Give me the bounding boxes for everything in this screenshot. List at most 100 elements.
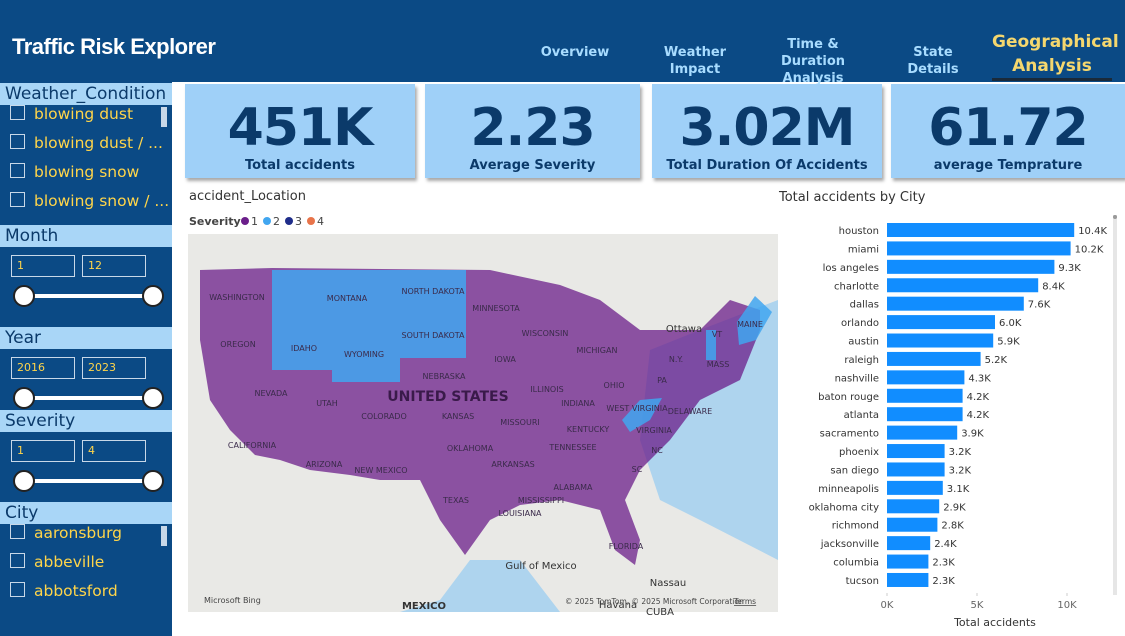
bar bbox=[887, 259, 1055, 274]
item-label: blowing dust bbox=[34, 105, 134, 123]
slider-knob[interactable] bbox=[142, 387, 164, 409]
bar bbox=[887, 315, 995, 330]
value-label: 8.4K bbox=[1042, 281, 1065, 292]
legend-dot bbox=[307, 217, 315, 225]
kpi-label: Total Duration Of Accidents bbox=[666, 158, 868, 173]
bar bbox=[887, 444, 945, 459]
value-label: 3.2K bbox=[949, 465, 972, 476]
range-input[interactable]: 1 bbox=[11, 440, 75, 462]
checkbox[interactable] bbox=[10, 582, 25, 597]
bar bbox=[887, 517, 938, 532]
map-label: N.Y. bbox=[669, 355, 683, 364]
checkbox[interactable] bbox=[10, 524, 25, 539]
kpi-value: 451K bbox=[227, 98, 374, 158]
checkbox[interactable] bbox=[10, 163, 25, 178]
state-region bbox=[272, 270, 466, 382]
bar bbox=[887, 462, 945, 477]
map-label: OREGON bbox=[220, 340, 255, 349]
nav-tab[interactable]: Time & Duration Analysis bbox=[780, 37, 846, 86]
nav-tab[interactable]: State Details bbox=[907, 45, 959, 77]
map-label: ARKANSAS bbox=[491, 460, 534, 469]
map-label: CALIFORNIA bbox=[228, 441, 277, 450]
state-region bbox=[737, 296, 772, 345]
value-label: 9.3K bbox=[1058, 263, 1081, 274]
category-label: tucson bbox=[846, 576, 879, 587]
map-label: FLORIDA bbox=[609, 542, 644, 551]
map-label: KENTUCKY bbox=[567, 425, 610, 434]
map-label: TENNESSEE bbox=[548, 443, 596, 452]
kpi-label: average Temprature bbox=[933, 158, 1083, 173]
map-label: PA bbox=[657, 376, 667, 385]
checkbox-item[interactable]: abbotsford bbox=[10, 582, 118, 600]
checkbox-item[interactable]: abbeville bbox=[10, 553, 104, 571]
kpi-card: 451K Total accidents bbox=[185, 84, 415, 178]
map-label: NEW MEXICO bbox=[354, 466, 407, 475]
map-label: KANSAS bbox=[442, 412, 474, 421]
range-input[interactable]: 1 bbox=[11, 255, 75, 277]
checkbox[interactable] bbox=[10, 134, 25, 149]
range-input[interactable]: 12 bbox=[82, 255, 146, 277]
value-label: 4.3K bbox=[968, 373, 991, 384]
range-input[interactable]: 2016 bbox=[11, 357, 75, 379]
checkbox-item[interactable]: blowing snow / ... bbox=[10, 192, 169, 210]
checkbox[interactable] bbox=[10, 192, 25, 207]
item-label: blowing snow bbox=[34, 163, 140, 181]
scrollbar bbox=[161, 526, 167, 546]
filter-title: Month bbox=[0, 225, 172, 247]
value-label: 10.2K bbox=[1075, 244, 1104, 255]
kpi-value: 3.02M bbox=[679, 98, 855, 158]
kpi-label: Total accidents bbox=[244, 158, 355, 173]
category-label: san diego bbox=[830, 465, 879, 476]
map-label: WASHINGTON bbox=[209, 293, 264, 302]
checkbox-item[interactable]: aaronsburg bbox=[10, 524, 122, 542]
checkbox[interactable] bbox=[10, 105, 25, 120]
bar bbox=[887, 278, 1039, 293]
map-copyright: © 2025 TomTom, © 2025 Microsoft Corporat… bbox=[565, 597, 744, 606]
map-label: ARIZONA bbox=[306, 460, 343, 469]
map-label: WISCONSIN bbox=[522, 329, 569, 338]
map-label: MINNESOTA bbox=[472, 304, 520, 313]
bar bbox=[887, 480, 943, 495]
checkbox-item[interactable]: blowing dust bbox=[10, 105, 133, 123]
scroll-handle bbox=[1113, 215, 1117, 219]
value-label: 2.4K bbox=[934, 539, 957, 550]
nav-tab[interactable]: Overview bbox=[540, 45, 610, 60]
value-label: 2.3K bbox=[932, 576, 955, 587]
legend-dot bbox=[263, 217, 271, 225]
state-region bbox=[706, 330, 716, 360]
checkbox-item[interactable]: blowing dust / ... bbox=[10, 134, 163, 152]
country-label: UNITED STATES bbox=[387, 389, 508, 405]
checkbox-item[interactable]: blowing snow bbox=[10, 163, 139, 181]
map-label: Nassau bbox=[650, 578, 687, 589]
map-label: NEVADA bbox=[255, 389, 288, 398]
slider-knob[interactable] bbox=[13, 285, 35, 307]
nav-tab[interactable]: Geographical Analysis bbox=[992, 30, 1119, 81]
map-label: VIRGINIA bbox=[636, 426, 672, 435]
kpi-value: 61.72 bbox=[928, 98, 1088, 158]
scrollbar bbox=[161, 107, 167, 127]
category-label: richmond bbox=[832, 521, 879, 532]
range-input[interactable]: 2023 bbox=[82, 357, 146, 379]
map-label: TEXAS bbox=[442, 496, 469, 505]
slider-knob[interactable] bbox=[142, 470, 164, 492]
slider-knob[interactable] bbox=[142, 285, 164, 307]
slider-knob[interactable] bbox=[13, 387, 35, 409]
map-title: accident_Location bbox=[189, 189, 306, 204]
category-label: charlotte bbox=[834, 281, 879, 292]
checkbox[interactable] bbox=[10, 553, 25, 568]
category-label: los angeles bbox=[823, 263, 879, 274]
slider-knob[interactable] bbox=[13, 470, 35, 492]
nav-tab[interactable]: Weather Impact bbox=[663, 45, 727, 77]
category-label: miami bbox=[848, 244, 879, 255]
range-input[interactable]: 4 bbox=[82, 440, 146, 462]
x-tick-label: 10K bbox=[1057, 600, 1077, 611]
legend-label: 4 bbox=[317, 215, 324, 228]
map-label: MEXICO bbox=[402, 601, 446, 612]
item-label: blowing dust / ... bbox=[34, 134, 163, 152]
value-label: 7.6K bbox=[1028, 300, 1051, 311]
map-label: MICHIGAN bbox=[577, 346, 618, 355]
map-label: OHIO bbox=[604, 381, 625, 390]
map-label: MONTANA bbox=[327, 294, 368, 303]
value-label: 5.9K bbox=[997, 337, 1020, 348]
